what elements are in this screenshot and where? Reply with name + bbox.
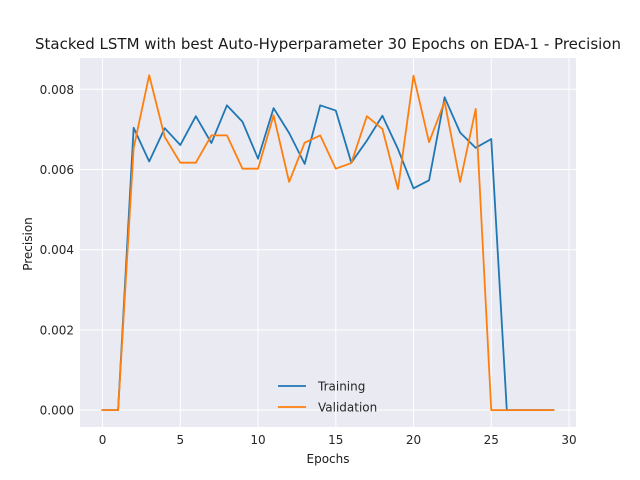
y-tick-label: 0.008 bbox=[40, 83, 74, 97]
x-tick-label: 5 bbox=[176, 433, 184, 447]
y-tick-label: 0.006 bbox=[40, 163, 74, 177]
x-tick-label: 25 bbox=[484, 433, 499, 447]
y-tick-label: 0.004 bbox=[40, 243, 74, 257]
x-axis-ticks: 0 5 10 15 20 25 30 bbox=[99, 433, 577, 447]
legend: Training Validation bbox=[278, 380, 377, 415]
series-layer bbox=[101, 74, 555, 412]
chart-title: Stacked LSTM with best Auto-Hyperparamet… bbox=[35, 35, 621, 53]
x-tick-label: 10 bbox=[250, 433, 265, 447]
series-line-validation bbox=[101, 74, 555, 412]
x-tick-label: 20 bbox=[406, 433, 421, 447]
x-axis-label: Epochs bbox=[307, 452, 350, 466]
x-tick-label: 15 bbox=[328, 433, 343, 447]
y-tick-label: 0.000 bbox=[40, 404, 74, 418]
y-axis-label: Precision bbox=[21, 217, 35, 271]
legend-label-validation: Validation bbox=[318, 401, 377, 415]
y-axis-ticks: 0.000 0.002 0.004 0.006 0.008 bbox=[40, 83, 74, 418]
x-tick-label: 0 bbox=[99, 433, 107, 447]
plot-area bbox=[80, 58, 576, 427]
x-tick-label: 30 bbox=[561, 433, 576, 447]
y-tick-label: 0.002 bbox=[40, 323, 74, 337]
legend-label-training: Training bbox=[317, 380, 365, 394]
